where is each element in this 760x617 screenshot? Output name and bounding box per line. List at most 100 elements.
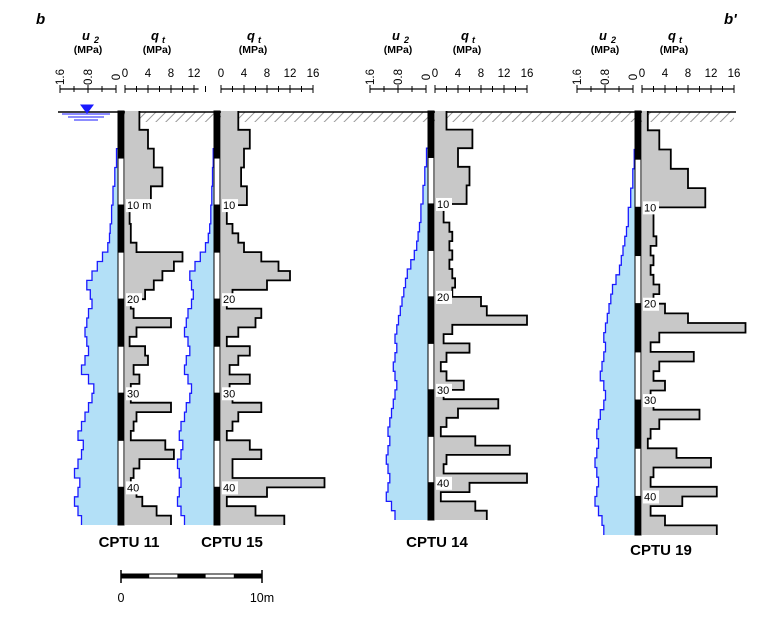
scale-bar: 0 10m (118, 570, 274, 605)
cptu-15-depth-bar-40 (213, 486, 221, 526)
cptu-11-qt-tick-label-3: 12 (188, 68, 201, 80)
cptu-11-u2-line (73, 111, 120, 525)
cptu-15-depth-bar-15 (213, 251, 221, 300)
cptu-19-depth-bar-15 (634, 255, 642, 305)
cptu-14-depth-bar-40 (427, 482, 435, 521)
cptu-11-depth-label-10: 10 m (127, 200, 151, 212)
cptu-15-depth-bar-5 (213, 157, 221, 206)
cptu-19-depth-label-10: 10 (644, 202, 656, 214)
cptu-19-qt-tick-label-4: 16 (728, 68, 741, 80)
scale-bar-segment-3 (177, 574, 206, 578)
cptu-19-qt-tick-label-0: 0 (639, 68, 645, 80)
cptu-14-depth-label-bg-30 (436, 383, 452, 397)
cptu-11-depth-label-bg-10 (126, 199, 154, 213)
cptu-14-qt-unit: (MPa) (453, 44, 482, 56)
cptu-14-depth-label-bg-10 (436, 197, 452, 211)
cptu-14-qt-subscript: t (472, 35, 476, 45)
cptu-19-qt-tick-label-3: 12 (705, 68, 718, 80)
cptu-11-u2-tick-label-1: 0.8 (83, 69, 95, 85)
cptu-11-depth-label-bg-40 (126, 481, 142, 495)
cptu-15-depth-bar-0 (213, 110, 221, 159)
cptu-15-profile: q t(MPa) 0 4 8 12 16 10 20 30 40 CPTU 15 (176, 28, 326, 551)
cptu-15-qt-tick-label-1: 4 (241, 68, 248, 80)
cptu-11-depth-bar-10 (117, 204, 125, 253)
cptu-19-u2-subscript: 2 (610, 35, 616, 45)
cptu-11-depth-bar-15 (117, 251, 125, 300)
cptu-15-qt-tick-label-2: 8 (264, 68, 270, 80)
cptu-14-profile: u 2(MPa)1.6 0.8 0q t(MPa)0 4 8 12 1610203040CPTU… (365, 28, 533, 551)
cptu-15-qt-tick-label-3: 12 (284, 68, 297, 80)
cptu-11-label: CPTU 11 (99, 534, 160, 551)
cptu-15-depth-label-10: 10 (223, 200, 235, 212)
cptu-19-u2-unit: (MPa) (591, 44, 620, 56)
cptu-19-u2-area (595, 111, 637, 535)
cptu-19-depth-label-30: 30 (644, 395, 656, 407)
cptu-11-depth-bar-30 (117, 392, 125, 441)
cptu-19-depth-bar-20 (634, 303, 642, 353)
cptu-11-depth-bar-5 (117, 157, 125, 206)
cptu-14-depth-label-10: 10 (437, 199, 449, 211)
scale-bar-segment-1 (121, 574, 150, 578)
section-label-right: b' (724, 11, 737, 28)
cptu-15-qt-line (225, 111, 326, 525)
cptu-19-label: CPTU 19 (630, 542, 692, 559)
cptu-19-depth-bar-25 (634, 351, 642, 401)
cptu-15-depth-bar-30 (213, 392, 221, 441)
cptu-14-qt-tick-label-2: 8 (478, 68, 484, 80)
cptu-19-depth-label-bg-40 (643, 490, 659, 504)
cptu-15-qt-subscript: t (258, 35, 262, 45)
cptu-14-depth-label-bg-40 (436, 476, 452, 490)
cptu-14-u2-symbol: u (392, 28, 400, 43)
cptu-14-u2-unit: (MPa) (384, 44, 413, 56)
cptu-11-u2-unit: (MPa) (74, 44, 103, 56)
cptu-19-depth-label-40: 40 (644, 491, 656, 503)
cptu-14-qt-tick-label-1: 4 (455, 68, 462, 80)
water-level-triangle (80, 104, 94, 114)
cptu-15-depth-bar-25 (213, 345, 221, 394)
section-label-left: b (36, 11, 45, 28)
cptu-15-depth-label-30: 30 (223, 388, 235, 400)
cptu-15-qt-tick-label-4: 16 (307, 68, 320, 80)
cptu-19-depth-bar-35 (634, 447, 642, 497)
cptu-19-u2-tick-label-0: 1.6 (572, 69, 584, 85)
cptu-19-depth-label-bg-20 (643, 297, 659, 311)
cptu-19-depth-label-bg-10 (643, 201, 659, 215)
cptu-11-depth-label-20: 20 (127, 294, 139, 306)
cptu-15-qt-area (221, 111, 325, 525)
cptu-14-depth-bar-5 (427, 156, 435, 205)
cptu-19-depth-bar-0 (634, 110, 642, 160)
cptu-15-depth-bar-20 (213, 298, 221, 347)
cptu-19-qt-line (646, 111, 747, 535)
cptu-14-depth-bar-35 (427, 435, 435, 484)
cptu-15-label: CPTU 15 (201, 534, 263, 551)
cptu-15-u2-area (177, 111, 216, 525)
cptu-14-depth-label-20: 20 (437, 292, 449, 304)
cptu-11-depth-bar-20 (117, 298, 125, 347)
cptu-15-qt-tick-label-0: 0 (218, 68, 224, 80)
scale-bar-segment-5 (233, 574, 262, 578)
cptu-11-qt-symbol: q (151, 28, 159, 43)
cptu-15-depth-bar-10 (213, 204, 221, 253)
cptu-15-depth-label-bg-20 (222, 293, 238, 307)
groundwater-table-symbol (62, 104, 110, 121)
cptu-15-depth-label-40: 40 (223, 482, 235, 494)
cptu-14-depth-label-40: 40 (437, 478, 449, 490)
cptu-19-depth-bar-5 (634, 158, 642, 208)
cptu-19-u2-symbol: u (599, 28, 607, 43)
cptu-11-depth-bar-35 (117, 439, 125, 488)
cptu-11-qt-line (128, 111, 184, 525)
cptu-14-qt-symbol: q (461, 28, 469, 43)
cptu-14-depth-label-30: 30 (437, 385, 449, 397)
cptu-14-u2-tick-label-2: 0 (421, 74, 433, 80)
cptu-19-u2-tick-label-1: 0.8 (600, 69, 612, 85)
cptu-14-depth-bar-20 (427, 296, 435, 344)
cptu-11-depth-label-bg-20 (126, 293, 142, 307)
cptu-11-depth-bar-40 (117, 486, 125, 526)
cptu-11-u2-tick-label-0: 1.6 (55, 69, 67, 85)
cptu-19-qt-unit: (MPa) (660, 44, 689, 56)
cptu-11-depth-label-40: 40 (127, 482, 139, 494)
cptu-11-u2-tick-label-2: 0 (111, 74, 123, 80)
cptu-15-depth-bar-35 (213, 439, 221, 488)
